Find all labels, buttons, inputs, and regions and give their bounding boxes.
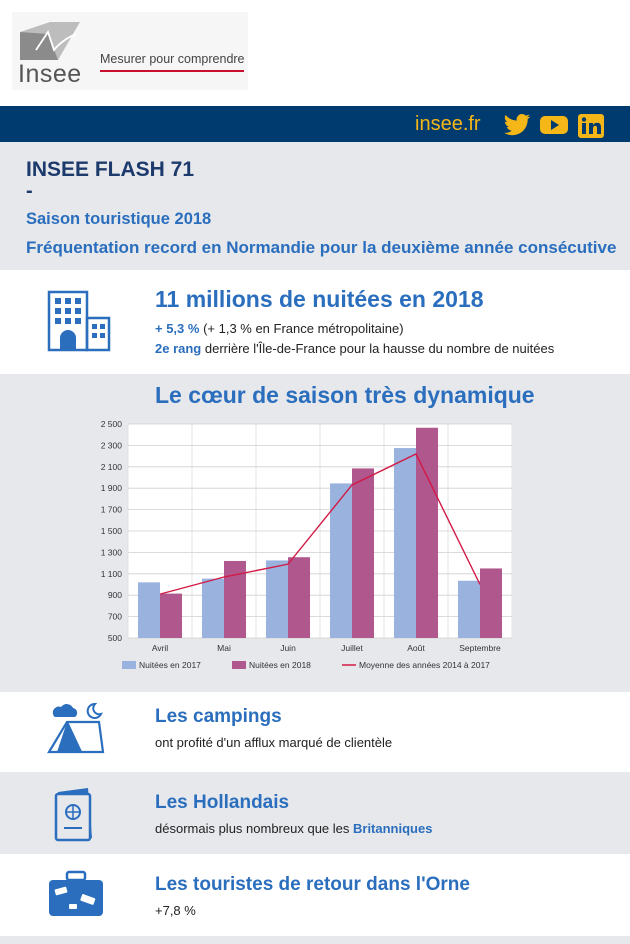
section-hollandais: Les Hollandais désormais plus nombreux q… — [0, 772, 630, 854]
bar-2018 — [288, 557, 310, 638]
x-tick-label: Juillet — [341, 643, 363, 653]
passport-icon — [54, 788, 92, 842]
bar-2018 — [480, 568, 502, 638]
chart-svg: 2 500 2 300 2 100 1 900 1 700 1 500 1 300 1 100… — [101, 419, 512, 670]
linkedin-icon[interactable] — [578, 114, 604, 138]
campings-heading: Les campings — [155, 706, 282, 727]
bar-2017 — [138, 582, 160, 638]
chart-heading: Le cœur de saison très dynamique — [155, 382, 535, 408]
orne-heading: Les touristes de retour dans l'Orne — [155, 874, 470, 895]
hollandais-highlight: Britanniques — [353, 821, 433, 836]
bar-2017 — [330, 483, 352, 638]
building-icon — [47, 290, 111, 352]
section-chart: Le cœur de saison très dynamique 2 500 2 … — [0, 374, 630, 692]
section-nuitees: 11 millions de nuitées en 2018 + 5,3 % (… — [0, 270, 630, 374]
bar-2018 — [352, 468, 374, 638]
y-tick-label: 1 900 — [101, 483, 123, 493]
legend-label: Nuitées en 2018 — [249, 660, 311, 670]
nuitees-rank-rest: derrière l'Île-de-France pour la hausse … — [201, 341, 555, 356]
footer-strip — [0, 936, 630, 944]
legend-label: Nuitées en 2017 — [139, 660, 201, 670]
bar-2017 — [266, 560, 288, 638]
top-bar: insee.fr — [0, 106, 630, 142]
nuitees-stat-line: + 5,3 % (+ 1,3 % en France métropolitain… — [155, 321, 404, 336]
y-tick-label: 900 — [108, 590, 122, 600]
section-campings: Les campings ont profité d'un afflux mar… — [0, 692, 630, 772]
title-dash: - — [26, 180, 33, 202]
y-tick-label: 2 100 — [101, 462, 123, 472]
x-tick-label: Août — [407, 643, 425, 653]
insee-logo[interactable]: Insee Mesurer pour comprendre — [12, 12, 248, 90]
y-tick-label: 2 300 — [101, 440, 123, 450]
y-tick-label: 2 500 — [101, 419, 123, 429]
y-tick-label: 1 100 — [101, 569, 123, 579]
title-box: INSEE FLASH 71 - Saison touristique 2018… — [0, 142, 630, 270]
nuitees-stat-rest: (+ 1,3 % en France métropolitaine) — [199, 321, 404, 336]
bar-2017 — [458, 580, 480, 638]
orne-text: +7,8 % — [155, 903, 196, 918]
y-tick-label: 1 500 — [101, 526, 123, 536]
logo-text: Insee — [18, 60, 82, 88]
legend-swatch — [232, 661, 246, 669]
hollandais-heading: Les Hollandais — [155, 792, 290, 813]
nuitees-rank-line: 2e rang derrière l'Île-de-France pour la… — [155, 341, 554, 356]
youtube-icon[interactable] — [540, 114, 568, 136]
insee-link[interactable]: insee.fr — [415, 113, 481, 135]
legend-label: Moyenne des années 2014 à 2017 — [359, 660, 490, 670]
bar-2018 — [224, 560, 246, 638]
flash-title: INSEE FLASH 71 — [26, 158, 195, 181]
page-header: Insee Mesurer pour comprendre — [0, 0, 630, 106]
nuitees-stat: + 5,3 % — [155, 321, 200, 336]
x-tick-label: Mai — [217, 643, 231, 653]
x-tick-label: Avril — [152, 643, 168, 653]
line-moyenne — [159, 453, 481, 595]
x-tick-label: Septembre — [459, 643, 501, 653]
logo-underline — [100, 70, 244, 72]
title-headline: Fréquentation record en Normandie pour l… — [26, 238, 617, 257]
y-tick-label: 500 — [108, 633, 122, 643]
suitcase-icon — [49, 870, 103, 916]
nuitees-rank: 2e rang — [155, 341, 202, 356]
tent-icon — [47, 702, 105, 754]
logo-tagline: Mesurer pour comprendre — [100, 52, 245, 66]
bar-2018 — [416, 427, 438, 638]
campings-text: ont profité d'un afflux marqué de client… — [155, 735, 393, 750]
x-tick-label: Juin — [280, 643, 296, 653]
bar-2017 — [202, 578, 224, 638]
y-tick-label: 700 — [108, 612, 122, 622]
bar-2018 — [160, 593, 182, 638]
section-orne: Les touristes de retour dans l'Orne +7,8… — [0, 854, 630, 936]
hollandais-text: désormais plus nombreux que les — [155, 821, 353, 836]
twitter-icon[interactable] — [503, 114, 531, 136]
y-tick-label: 1 700 — [101, 505, 123, 515]
y-tick-label: 1 300 — [101, 547, 123, 557]
bar-2017 — [394, 448, 416, 638]
title-subtitle: Saison touristique 2018 — [26, 210, 212, 228]
hollandais-text-line: désormais plus nombreux que les Britanni… — [155, 821, 432, 836]
legend-swatch — [122, 661, 136, 669]
nuitees-heading: 11 millions de nuitées en 2018 — [155, 286, 484, 312]
insee-logo-mark-icon — [20, 22, 80, 60]
